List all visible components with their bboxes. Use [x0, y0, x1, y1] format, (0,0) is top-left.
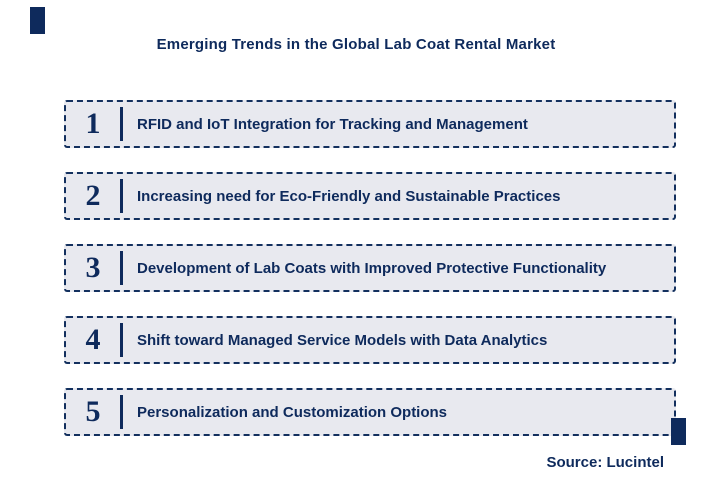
trend-label: Development of Lab Coats with Improved P…: [137, 259, 607, 277]
trend-number: 4: [85, 323, 101, 356]
trend-row: 4 Shift toward Managed Service Models wi…: [64, 316, 676, 364]
trend-number: 2: [85, 179, 101, 212]
trend-row: 5 Personalization and Customization Opti…: [64, 388, 676, 436]
corner-accent-top-left: [30, 7, 45, 34]
divider-line: [120, 107, 123, 141]
source-attribution: Source: Lucintel: [546, 454, 664, 471]
trend-number: 3: [85, 251, 101, 284]
trend-number: 1: [85, 107, 101, 140]
page-title: Emerging Trends in the Global Lab Coat R…: [156, 36, 556, 53]
corner-accent-bottom-right: [671, 418, 686, 445]
trend-label: Increasing need for Eco-Friendly and Sus…: [137, 187, 561, 205]
divider-line: [120, 251, 123, 285]
trend-label: RFID and IoT Integration for Tracking an…: [137, 115, 528, 133]
divider-line: [120, 179, 123, 213]
trend-row: 2 Increasing need for Eco-Friendly and S…: [64, 172, 676, 220]
trend-number: 5: [85, 395, 101, 428]
trend-label: Shift toward Managed Service Models with…: [137, 331, 548, 349]
trend-row: 3 Development of Lab Coats with Improved…: [64, 244, 676, 292]
divider-line: [120, 323, 123, 357]
trend-list: 1 RFID and IoT Integration for Tracking …: [64, 100, 676, 436]
trend-row: 1 RFID and IoT Integration for Tracking …: [64, 100, 676, 148]
trend-label: Personalization and Customization Option…: [137, 403, 448, 421]
divider-line: [120, 395, 123, 429]
